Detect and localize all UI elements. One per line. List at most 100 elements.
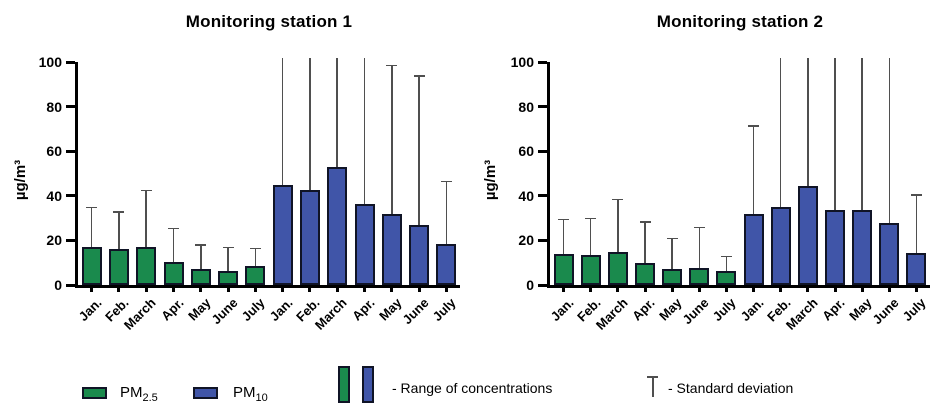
error-bar-PM10-July: [445, 182, 448, 246]
legend-range-blue-bar: [362, 366, 374, 403]
x-tick: [363, 285, 366, 292]
bar-PM10-July: [436, 243, 457, 285]
error-bar-cap: [585, 217, 597, 220]
y-tick-label: 20: [46, 232, 62, 249]
standard-deviation-icon-cap: [647, 376, 658, 378]
y-tick: [538, 194, 547, 198]
error-bar-cap: [639, 221, 651, 223]
error-bar-PM10-March: [336, 57, 338, 169]
error-bar-PM2.5-May: [671, 239, 673, 272]
bar-PM10-July: [906, 252, 927, 285]
y-tick-label: 0: [526, 277, 534, 293]
y-tick: [66, 105, 75, 109]
legend-pm25-swatch: [82, 387, 107, 399]
error-bar-cap: [720, 255, 732, 258]
x-tick: [887, 285, 891, 292]
bar-PM2.5-May: [190, 269, 211, 285]
y-tick-label: 40: [518, 187, 534, 204]
y-axis: [547, 62, 550, 288]
error-bar-PM10-Feb.: [309, 57, 311, 193]
y-tick: [66, 194, 75, 198]
error-bar-PM2.5-Jan.: [90, 208, 93, 250]
y-tick: [538, 60, 547, 64]
legend-pm10-base: PM: [233, 384, 256, 401]
x-tick: [226, 285, 230, 292]
y-tick-label: 60: [518, 143, 534, 160]
x-tick: [335, 285, 339, 292]
x-tick: [444, 285, 448, 292]
y-tick: [66, 238, 75, 242]
error-bar-PM2.5-Jan.: [562, 220, 565, 256]
error-bar-PM10-Jan.: [281, 57, 284, 187]
error-bar-PM10-March: [807, 57, 809, 188]
y-tick: [538, 283, 547, 287]
x-tick: [724, 285, 728, 292]
y-tick-label: 40: [46, 187, 62, 204]
bar-PM2.5-Feb.: [580, 254, 601, 285]
chart-station-1: Monitoring station 1 µg/m³ 0 20 40 60 80 100 J…: [0, 0, 470, 345]
error-bar-PM10-Jan.: [752, 126, 755, 216]
error-bar-PM2.5-March: [145, 191, 147, 250]
x-tick: [833, 285, 837, 292]
x-tick: [697, 285, 701, 292]
bar-PM10-March: [327, 166, 348, 285]
legend-pm10-sub: 10: [255, 392, 268, 404]
bar-PM10-Apr.: [354, 203, 375, 285]
bar-PM2.5-July: [245, 266, 266, 285]
y-tick: [538, 238, 547, 242]
x-tick: [589, 285, 593, 292]
bar-PM2.5-March: [607, 251, 628, 285]
legend-pm10-swatch: [193, 387, 218, 399]
y-tick-label: 20: [518, 232, 534, 249]
error-bar-cap: [249, 247, 261, 250]
plot-area: 0 20 40 60 80 100 Jan. Feb. March Apr. May June July…: [39, 54, 460, 333]
bar-PM2.5-Jan.: [81, 247, 102, 285]
error-bar-cap: [113, 211, 125, 213]
standard-deviation-icon: [652, 376, 654, 397]
error-bar-PM2.5-July: [254, 249, 257, 269]
x-tick: [779, 285, 783, 292]
bar-PM10-June: [409, 224, 430, 285]
x-tick: [144, 285, 148, 292]
error-bar-cap: [666, 237, 678, 240]
error-bar-PM10-July: [915, 195, 918, 255]
error-bar-PM2.5-March: [617, 200, 619, 254]
x-tick: [806, 285, 810, 292]
bar-PM10-Feb.: [770, 206, 791, 285]
error-bar-PM10-Apr.: [363, 57, 366, 206]
error-bar-cap: [140, 189, 152, 192]
y-tick: [66, 283, 75, 287]
x-tick: [281, 285, 285, 292]
x-tick: [616, 285, 620, 292]
legend-range-green-bar: [338, 366, 350, 403]
bar-PM10-Jan.: [272, 184, 293, 285]
y-axis: [75, 62, 78, 288]
y-tick-label: 80: [46, 98, 62, 115]
y-tick: [66, 149, 75, 153]
y-tick-label: 60: [46, 143, 62, 160]
error-bar-PM10-Feb.: [779, 57, 782, 209]
x-tick: [90, 285, 94, 292]
bar-PM2.5-Apr.: [635, 262, 655, 285]
legend-pm25-base: PM: [120, 384, 143, 401]
bar-PM10-Feb.: [299, 190, 320, 285]
y-tick-label: 0: [54, 277, 62, 293]
chart-title: Monitoring station 2: [656, 12, 824, 31]
error-bar-cap: [440, 180, 452, 183]
error-bar-PM2.5-May: [200, 245, 202, 272]
bar-PM10-June: [879, 222, 900, 285]
x-tick: [752, 285, 756, 292]
error-bar-PM2.5-June: [227, 248, 229, 273]
error-bar-PM10-June: [418, 76, 420, 227]
y-tick-label: 100: [38, 54, 62, 70]
error-bar-PM10-Apr.: [834, 57, 836, 213]
bar-PM2.5-July: [716, 270, 737, 285]
bar-PM2.5-Apr.: [163, 261, 184, 285]
error-bar-PM10-June: [888, 57, 891, 225]
error-bar-cap: [413, 75, 425, 77]
bar-PM10-March: [797, 185, 818, 285]
error-bar-cap: [612, 198, 624, 201]
x-tick: [172, 285, 175, 292]
error-bar-PM2.5-Feb.: [589, 219, 592, 257]
bar-PM10-May: [852, 210, 873, 285]
